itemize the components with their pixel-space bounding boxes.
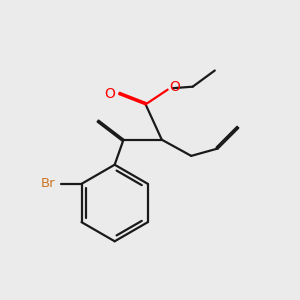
Text: O: O <box>105 87 116 101</box>
Text: Br: Br <box>40 177 55 190</box>
Text: O: O <box>169 80 180 94</box>
